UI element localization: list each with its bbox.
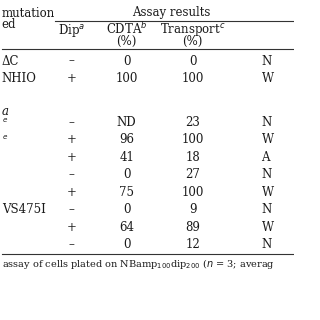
Text: W: W (261, 133, 274, 146)
Text: VS475I: VS475I (2, 203, 46, 216)
Text: 75: 75 (119, 186, 134, 199)
Text: 0: 0 (123, 54, 130, 68)
Text: Assay results: Assay results (132, 5, 210, 19)
Text: N: N (261, 203, 272, 216)
Text: N: N (261, 168, 272, 181)
Text: ND: ND (117, 116, 136, 129)
Text: ΔC: ΔC (2, 54, 19, 68)
Text: +: + (67, 186, 76, 199)
Text: 23: 23 (185, 116, 200, 129)
Text: 89: 89 (185, 221, 200, 234)
Text: 96: 96 (119, 133, 134, 146)
Text: 100: 100 (181, 133, 204, 146)
Text: N: N (261, 238, 272, 251)
Text: (%): (%) (116, 35, 137, 47)
Text: 18: 18 (185, 151, 200, 164)
Text: N: N (261, 116, 272, 129)
Text: 12: 12 (185, 238, 200, 251)
Text: $^{e}$: $^{e}$ (2, 118, 8, 127)
Text: 100: 100 (181, 186, 204, 199)
Text: $^{e}$: $^{e}$ (2, 135, 8, 144)
Text: –: – (68, 116, 75, 129)
Text: a: a (2, 105, 9, 118)
Text: CDTA$^{b}$: CDTA$^{b}$ (106, 21, 148, 37)
Text: 9: 9 (189, 203, 196, 216)
Text: –: – (68, 168, 75, 181)
Text: –: – (68, 54, 75, 68)
Text: 100: 100 (181, 72, 204, 85)
Text: mutation: mutation (2, 6, 55, 20)
Text: assay of cells plated on NBamp$_{100}$dip$_{200}$ ($n$ = 3; averag: assay of cells plated on NBamp$_{100}$di… (2, 257, 275, 271)
Text: 0: 0 (189, 54, 196, 68)
Text: NHIO: NHIO (2, 72, 37, 85)
Text: +: + (67, 133, 76, 146)
Text: –: – (68, 238, 75, 251)
Text: 64: 64 (119, 221, 134, 234)
Text: 0: 0 (123, 238, 130, 251)
Text: 0: 0 (123, 168, 130, 181)
Text: 41: 41 (119, 151, 134, 164)
Text: +: + (67, 72, 76, 85)
Text: +: + (67, 151, 76, 164)
Text: A: A (261, 151, 270, 164)
Text: 27: 27 (185, 168, 200, 181)
Text: (%): (%) (182, 35, 203, 47)
Text: Dip$^{a}$: Dip$^{a}$ (58, 21, 85, 38)
Text: W: W (261, 72, 274, 85)
Text: 0: 0 (123, 203, 130, 216)
Text: ed: ed (2, 18, 16, 30)
Text: N: N (261, 54, 272, 68)
Text: W: W (261, 221, 274, 234)
Text: 100: 100 (116, 72, 138, 85)
Text: –: – (68, 203, 75, 216)
Text: Transport$^{c}$: Transport$^{c}$ (160, 20, 225, 37)
Text: +: + (67, 221, 76, 234)
Text: W: W (261, 186, 274, 199)
